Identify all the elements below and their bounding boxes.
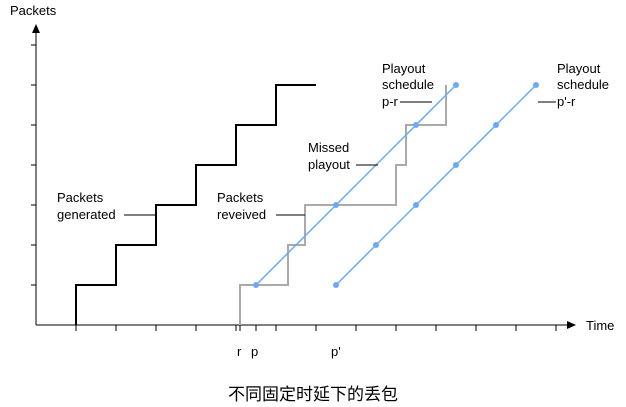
x-marker-r: r	[237, 344, 242, 359]
packets-received-line	[239, 85, 447, 325]
annotation-text: schedule	[382, 77, 434, 92]
y-ticks	[31, 44, 36, 286]
schedule-p-r-point	[413, 122, 419, 128]
annotation-text: Missed	[308, 140, 349, 155]
schedule-p-prime-r-point	[413, 202, 419, 208]
y-axis-label: Packets	[10, 3, 57, 18]
annotation-packets-generated: Packets generated	[57, 190, 155, 222]
x-axis-arrow	[567, 321, 576, 329]
annotation-text: Playout	[557, 61, 601, 76]
schedule-p-prime-r-point	[453, 162, 459, 168]
annotation-playout-schedule-p-r: Playout schedule p-r	[382, 61, 434, 109]
schedule-p-prime-r-point	[373, 242, 379, 248]
schedule-p-prime-r-point	[493, 122, 499, 128]
playout-schedule-p-prime-r-line	[335, 84, 537, 286]
annotation-missed-playout: Missed playout	[308, 140, 378, 172]
annotation-text: p'-r	[557, 94, 576, 109]
annotation-text: schedule	[557, 77, 609, 92]
annotation-text: generated	[57, 207, 116, 222]
playout-schedule-p-r-points	[253, 82, 459, 288]
x-ticks	[75, 325, 557, 331]
y-axis-arrow	[32, 24, 40, 33]
schedule-p-r-point	[333, 202, 339, 208]
packets-generated-line	[75, 84, 316, 325]
annotation-text: Packets	[217, 190, 264, 205]
x-marker-p-prime: p'	[331, 344, 341, 359]
playout-schedule-p-prime-r-points	[333, 82, 539, 288]
annotation-text: p-r	[382, 94, 399, 109]
playout-schedule-p-r-line	[255, 84, 457, 286]
annotation-packets-received: Packets reveived	[217, 190, 305, 222]
schedule-p-r-point	[453, 82, 459, 88]
schedule-p-r-point	[253, 282, 259, 288]
x-marker-p: p	[251, 344, 258, 359]
annotation-text: reveived	[217, 207, 266, 222]
packet-delay-diagram: Packets Time r p p' Packets generated Pa…	[10, 3, 614, 359]
annotation-text: Packets	[57, 190, 104, 205]
x-axis-label: Time	[586, 318, 614, 333]
figure-caption: 不同固定时延下的丢包	[228, 385, 398, 405]
schedule-p-prime-r-point	[533, 82, 539, 88]
annotation-playout-schedule-p-prime-r: Playout schedule p'-r	[538, 61, 609, 109]
axes: Packets Time r p p'	[10, 3, 614, 359]
schedule-p-prime-r-point	[333, 282, 339, 288]
annotation-text: playout	[308, 157, 350, 172]
annotation-text: Playout	[382, 61, 426, 76]
